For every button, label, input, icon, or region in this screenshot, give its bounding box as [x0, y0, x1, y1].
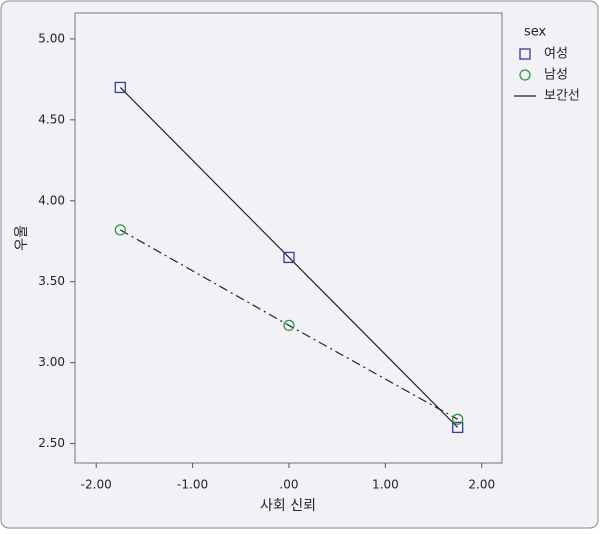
y-axis-label: 우울 [14, 225, 30, 251]
data-point [114, 81, 126, 94]
legend-title: sex [524, 25, 547, 40]
data-point [452, 413, 464, 425]
y-tick-label: 4.50 [38, 112, 65, 126]
series-line [120, 229, 458, 420]
x-axis-label: 사회 신뢰 [260, 498, 316, 514]
data-point [452, 421, 464, 434]
data-point [283, 251, 295, 264]
legend-symbol [519, 48, 531, 60]
legend-label: 보간선 [544, 89, 580, 104]
legend-label: 남성 [544, 68, 568, 83]
y-tick-label: 3.00 [38, 355, 65, 369]
y-tick-label: 4.00 [38, 193, 65, 207]
legend-label: 여성 [544, 47, 568, 62]
y-tick-label: 3.50 [38, 274, 65, 288]
x-tick-label: .00 [279, 478, 298, 492]
x-tick-label: -1.00 [177, 478, 208, 492]
x-tick-label: -2.00 [81, 478, 112, 492]
x-tick-label: 1.00 [372, 478, 399, 492]
y-tick-label: 2.50 [38, 436, 65, 450]
legend-symbol [519, 69, 531, 81]
x-tick-label: 2.00 [468, 478, 495, 492]
y-tick-label: 5.00 [38, 31, 65, 45]
plot-area [74, 12, 503, 464]
data-point [283, 319, 295, 332]
data-point [114, 224, 126, 236]
series-line [119, 87, 459, 428]
